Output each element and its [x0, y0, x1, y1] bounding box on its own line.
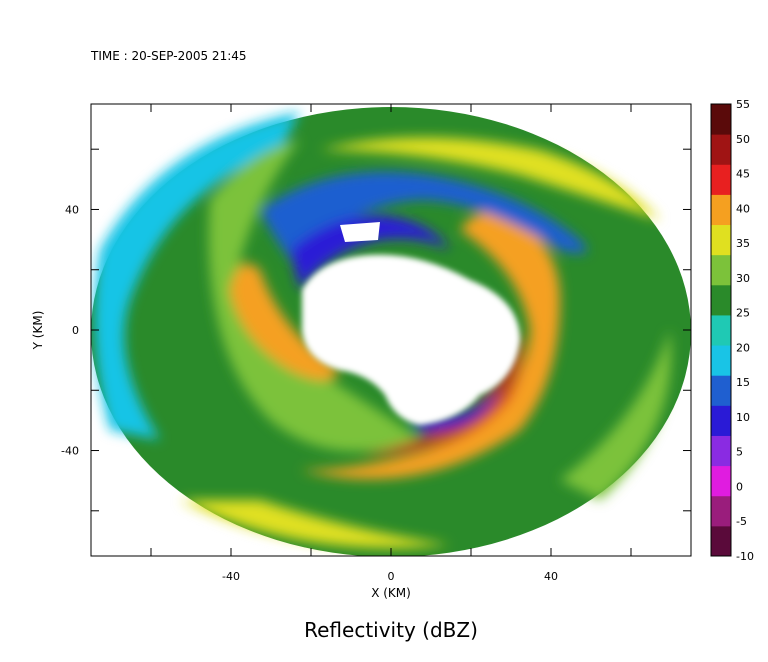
colorbar-frame [710, 103, 732, 557]
colorbar-segment [711, 525, 731, 557]
x-tick-label: -40 [222, 570, 240, 583]
colorbar-label: 10 [736, 411, 750, 424]
y-tick-label: -40 [61, 445, 79, 458]
colorbar-segment [711, 104, 731, 135]
colorbar-segment [711, 134, 731, 165]
colorbar: -10 -5 0 5 10 15 20 25 30 35 40 45 50 55 [710, 98, 754, 563]
colorbar-segment [711, 284, 731, 316]
colorbar-label: 5 [736, 446, 743, 459]
colorbar-label: 45 [736, 168, 750, 181]
colorbar-label: 20 [736, 341, 750, 354]
colorbar-label: 25 [736, 307, 750, 320]
colorbar-segment [711, 465, 731, 497]
colorbar-label: 40 [736, 202, 750, 215]
y-tick-label: 40 [65, 203, 79, 216]
colorbar-label: 55 [736, 98, 750, 111]
colorbar-label: 50 [736, 133, 750, 146]
colorbar-label: 15 [736, 376, 750, 389]
colorbar-label: 0 [736, 480, 743, 493]
chart-title: Reflectivity (dBZ) [304, 618, 478, 642]
colorbar-segment [711, 375, 731, 406]
time-label: TIME : 20-SEP-2005 21:45 [90, 49, 247, 63]
colorbar-segment [711, 345, 731, 376]
y-tick-label: 0 [72, 324, 79, 337]
eye-no-echo [302, 254, 520, 425]
colorbar-segment [711, 435, 731, 467]
colorbar-segment [711, 405, 731, 436]
colorbar-segment [711, 194, 731, 226]
colorbar-label: 30 [736, 272, 750, 285]
eye-no-echo-patch [340, 222, 380, 242]
colorbar-label: -10 [736, 550, 754, 563]
colorbar-label: 35 [736, 237, 750, 250]
colorbar-segment [711, 164, 731, 195]
colorbar-segment [711, 495, 731, 527]
y-axis-label: Y (KM) [31, 311, 45, 351]
x-axis-label: X (KM) [371, 586, 411, 600]
colorbar-label: -5 [736, 515, 747, 528]
colorbar-segment [711, 254, 731, 286]
x-tick-label: 40 [544, 570, 558, 583]
x-axis: -40 0 40 [150, 104, 632, 583]
colorbar-segment [711, 314, 731, 346]
y-axis: -40 0 40 [61, 148, 691, 512]
colorbar-segment [711, 224, 731, 256]
x-tick-label: 0 [388, 570, 395, 583]
